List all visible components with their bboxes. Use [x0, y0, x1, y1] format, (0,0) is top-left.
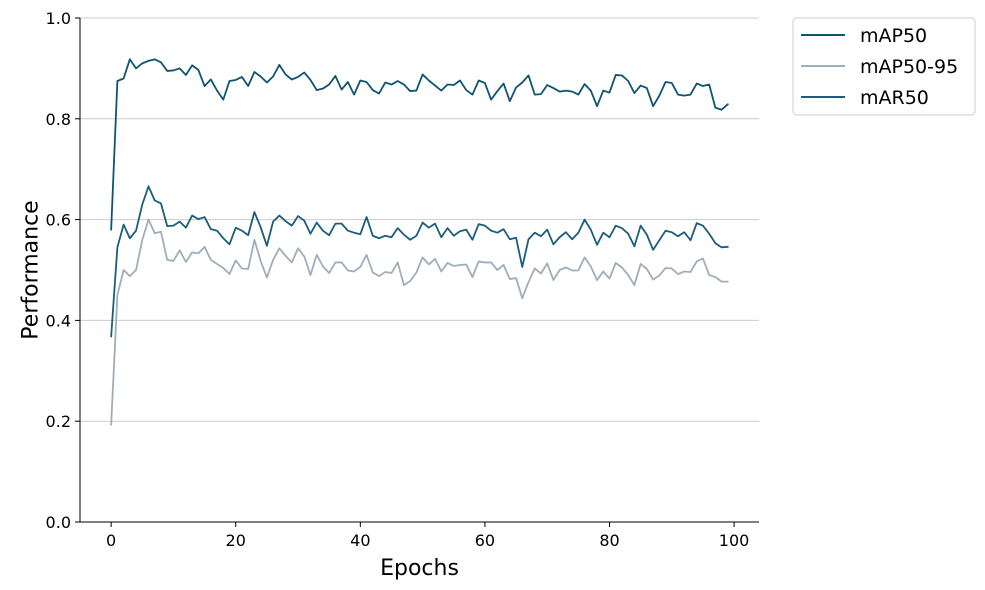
y-tick-label-5: 1.0: [46, 9, 71, 28]
series-line-map50: [110, 58, 729, 231]
y-tick-label-3: 0.6: [46, 211, 71, 230]
series-line-mar50: [110, 185, 729, 338]
x-tick-label-2: 40: [350, 531, 370, 550]
y-ticks: 0.0 0.2 0.4 0.6 0.8 1.0: [46, 9, 80, 532]
y-tick-label-4: 0.8: [46, 110, 71, 129]
series-line-map50-95: [110, 218, 729, 426]
legend-label-mar50: mAR50: [860, 87, 929, 109]
x-tick-label-5: 100: [719, 531, 750, 550]
legend-box: [792, 17, 976, 116]
x-tick-label-1: 20: [226, 531, 246, 550]
x-tick-label-0: 0: [106, 531, 116, 550]
plot-series: [110, 58, 729, 426]
x-ticks: 0 20 40 60 80 100: [106, 522, 749, 550]
y-axis-label: Performance: [19, 200, 44, 339]
y-tick-label-1: 0.2: [46, 412, 71, 431]
x-tick-label-3: 60: [475, 531, 495, 550]
legend-label-map50-95: mAP50-95: [860, 56, 958, 78]
legend-items: mAP50 mAP50-95 mAR50: [801, 25, 958, 109]
axes: [79, 18, 759, 523]
legend: mAP50 mAP50-95 mAR50: [792, 17, 976, 116]
x-axis-label: Epochs: [380, 556, 459, 581]
legend-label-map50: mAP50: [860, 25, 927, 47]
y-tick-label-0: 0.0: [46, 513, 71, 532]
grid-lines: [80, 17, 759, 422]
x-tick-label-4: 80: [599, 531, 619, 550]
y-tick-label-2: 0.4: [46, 311, 71, 330]
